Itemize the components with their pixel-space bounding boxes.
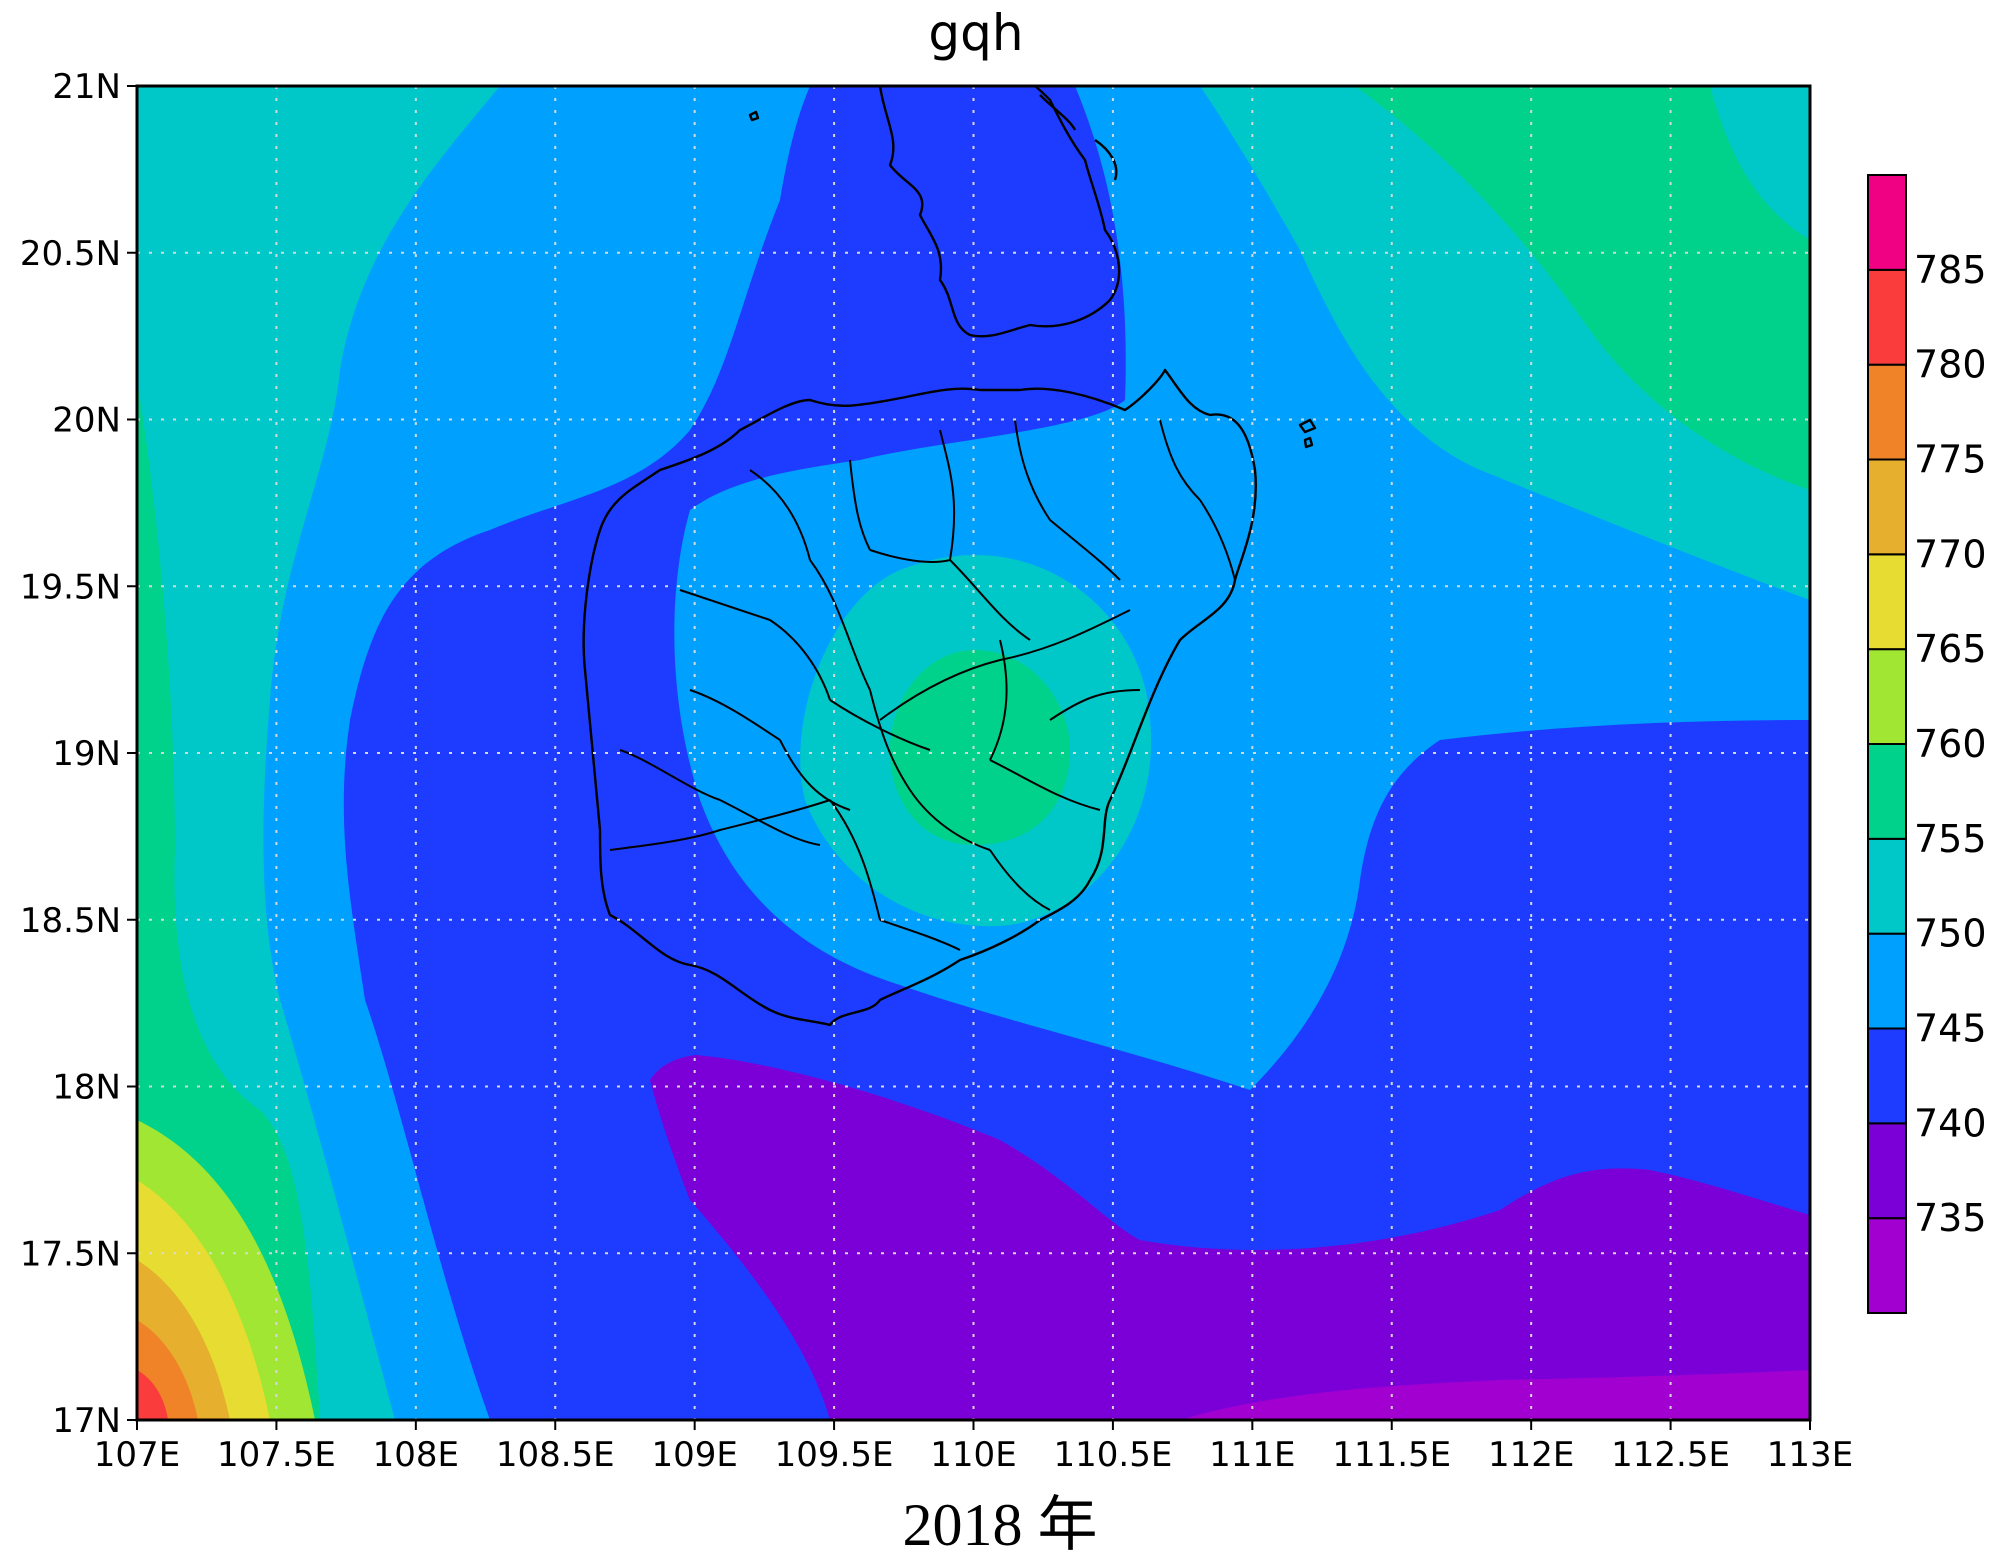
x-tick-label: 112.5E	[1611, 1435, 1730, 1475]
colorbar-swatch	[1867, 648, 1907, 746]
figure-caption: 2018 年	[903, 1492, 1098, 1555]
colorbar-swatch	[1867, 1027, 1907, 1125]
y-tick-label: 18.5N	[20, 901, 121, 941]
colorbar-swatch	[1867, 458, 1907, 556]
colorbar-swatch	[1867, 1217, 1907, 1314]
colorbar-label: 755	[1914, 817, 1987, 861]
y-tick-label: 18N	[52, 1068, 121, 1108]
x-tick-label: 109.5E	[775, 1435, 894, 1475]
map-title: gqh	[928, 4, 1023, 62]
x-tick-label: 112E	[1488, 1435, 1574, 1475]
colorbar-label: 745	[1914, 1007, 1987, 1051]
band-755-760-hainan	[890, 650, 1070, 845]
x-tick-label: 111.5E	[1332, 1435, 1451, 1475]
x-tick-label: 108.5E	[496, 1435, 615, 1475]
x-tick-label: 107E	[94, 1435, 180, 1475]
x-tick-label: 113E	[1767, 1435, 1853, 1475]
band-735-740	[650, 1055, 1810, 1420]
x-tick-label: 110E	[930, 1435, 1016, 1475]
colorbar-swatch	[1867, 174, 1907, 271]
y-tick-label: 17N	[52, 1401, 121, 1441]
county-boundaries	[609, 419, 1236, 951]
colorbar-label: 780	[1914, 343, 1987, 387]
band-755-760-northeast	[1355, 86, 1810, 490]
x-tick-label: 107.5E	[217, 1435, 336, 1475]
colorbar-swatch	[1867, 932, 1907, 1030]
band-780-785	[137, 1370, 168, 1420]
colorbar-swatch	[1867, 1122, 1907, 1220]
y-tick-label: 21N	[52, 67, 121, 107]
band-750-755-ne-corner	[1710, 86, 1810, 240]
colorbar-label: 740	[1914, 1101, 1987, 1145]
colorbar-swatch	[1867, 743, 1907, 840]
x-tick-label: 108E	[373, 1435, 459, 1475]
colorbar: 735 740 745 750 755 760 765 770 775 780 785	[1867, 174, 1987, 1314]
colorbar-swatch	[1867, 837, 1907, 935]
y-axis: 17N 17.5N 18N 18.5N 19N 19.5N 20N 20.5N 21N	[20, 67, 137, 1441]
band-755-760-west	[137, 86, 320, 1420]
band-730-735	[1180, 1370, 1810, 1420]
colorbar-swatch	[1867, 363, 1907, 461]
colorbar-swatch	[1867, 268, 1907, 366]
y-tick-label: 20.5N	[20, 234, 121, 274]
colorbar-label: 760	[1914, 722, 1987, 766]
y-tick-label: 20N	[52, 401, 121, 441]
y-tick-label: 19.5N	[20, 567, 121, 607]
x-tick-label: 109E	[651, 1435, 737, 1475]
x-tick-label: 110.5E	[1054, 1435, 1173, 1475]
colorbar-label: 770	[1914, 532, 1987, 576]
colorbar-label: 775	[1914, 438, 1987, 482]
colorbar-swatch	[1867, 553, 1907, 651]
colorbar-label: 765	[1914, 627, 1987, 671]
x-axis: 107E 107.5E 108E 108.5E 109E 109.5E 110E 110.5E…	[94, 1420, 1853, 1475]
y-tick-label: 17.5N	[20, 1234, 121, 1274]
x-tick-label: 111E	[1209, 1435, 1295, 1475]
colorbar-label: 750	[1914, 912, 1987, 956]
colorbar-label: 785	[1914, 248, 1987, 292]
y-tick-label: 19N	[52, 734, 121, 774]
colorbar-label: 735	[1914, 1196, 1987, 1240]
plot-area	[137, 86, 1810, 1420]
grid-lines	[137, 86, 1810, 1420]
